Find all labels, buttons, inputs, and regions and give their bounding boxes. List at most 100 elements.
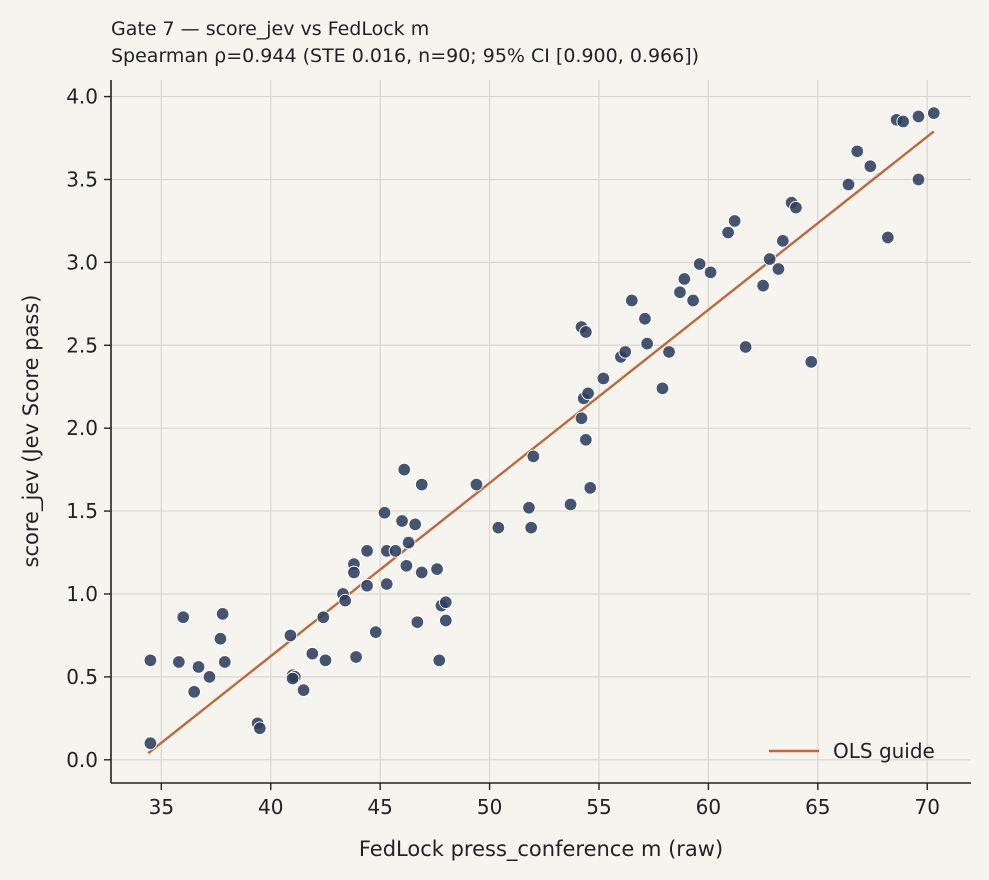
y-tick-label: 2.0 (66, 416, 98, 440)
scatter-point (638, 312, 652, 326)
scatter-point (253, 721, 267, 736)
legend: OLS guide (769, 739, 935, 763)
scatter-point (911, 172, 926, 187)
scatter-point (347, 565, 361, 580)
scatter-point (213, 632, 228, 646)
scatter-point (756, 278, 770, 293)
scatter-point (703, 265, 718, 280)
y-axis-label: score_jev (Jev Score pass) (19, 295, 44, 568)
scatter-point (202, 670, 217, 684)
scatter-point (677, 272, 692, 286)
scatter-point (491, 520, 506, 535)
y-tick-label: 1.0 (66, 582, 98, 606)
scatter-point (850, 144, 864, 159)
scatter-point (377, 505, 392, 520)
scatter-point (410, 615, 425, 629)
scatter-point (596, 371, 611, 386)
scatter-point (143, 653, 158, 668)
scatter-point (218, 655, 232, 669)
scatter-point (432, 653, 446, 668)
scatter-point (686, 293, 700, 308)
scatter-point (727, 214, 742, 228)
x-tick-label: 50 (477, 795, 502, 819)
scatter-point (176, 610, 190, 624)
x-axis-label: FedLock press_conference m (raw) (359, 837, 723, 862)
scatter-point (305, 646, 320, 661)
scatter-point (771, 262, 786, 276)
scatter-point (397, 462, 411, 477)
scatter-point (369, 625, 383, 639)
scatter-point (789, 200, 803, 215)
scatter-point (318, 653, 333, 668)
y-tick-label: 4.0 (66, 85, 98, 109)
scatter-point (881, 230, 895, 245)
scatter-point (191, 660, 206, 674)
scatter-point (673, 285, 687, 299)
scatter-point (776, 234, 790, 248)
axes (110, 80, 971, 784)
scatter-point (388, 544, 403, 558)
scatter-point (338, 593, 352, 608)
scatter-point (625, 293, 639, 308)
scatter-point (863, 159, 878, 173)
scatter-point (618, 345, 632, 359)
scatter-point (738, 340, 753, 354)
point-layer (143, 106, 941, 750)
scatter-point (296, 683, 311, 697)
ticks: 35 40 45 50 55 60 65 70 0.0 0.5 1.0 1.5 2.0 2.5 3.0 3.5… (66, 85, 940, 819)
grid (111, 80, 971, 783)
x-tick-label: 55 (586, 795, 611, 819)
scatter-point (414, 477, 429, 492)
x-tick-label: 45 (367, 795, 392, 819)
scatter-point (581, 386, 595, 401)
scatter-point (395, 514, 409, 528)
scatter-point (408, 517, 422, 532)
scatter-point (841, 177, 856, 192)
ols-guide-line (147, 130, 935, 755)
scatter-point (692, 257, 707, 271)
scatter-point (172, 655, 186, 669)
scatter-point (349, 650, 363, 664)
scatter-point (563, 497, 578, 512)
scatter-point (283, 628, 298, 643)
scatter-point (143, 736, 158, 750)
y-tick-label: 3.5 (66, 167, 98, 191)
scatter-point (285, 671, 300, 686)
ols-line-layer (147, 130, 935, 755)
x-tick-label: 70 (915, 795, 940, 819)
y-tick-label: 1.5 (66, 499, 98, 523)
scatter-point (401, 535, 416, 550)
y-tick-label: 2.5 (66, 333, 98, 357)
scatter-point (579, 325, 593, 339)
scatter-point (439, 595, 453, 610)
scatter-point (911, 109, 926, 124)
scatter-point (522, 501, 536, 515)
scatter-point (655, 381, 670, 396)
scatter-point (316, 610, 331, 624)
scatter-point (927, 106, 941, 120)
y-tick-label: 3.0 (66, 250, 98, 274)
scatter-point (721, 225, 735, 240)
scatter-point (469, 477, 484, 492)
scatter-point (762, 252, 777, 266)
scatter-point (414, 565, 429, 580)
x-tick-label: 40 (258, 795, 283, 819)
scatter-point (640, 336, 654, 351)
legend-label: OLS guide (833, 739, 935, 763)
scatter-point (662, 345, 676, 359)
scatter-point (430, 562, 444, 576)
scatter-point (804, 355, 819, 369)
scatter-point (215, 607, 230, 621)
scatter-point (360, 578, 374, 593)
scatter-point (379, 577, 394, 591)
scatter-point (524, 520, 538, 535)
scatter-point (574, 411, 589, 425)
scatter-point (360, 544, 374, 558)
chart-title: Gate 7 — score_jev vs FedLock m (111, 18, 429, 40)
y-tick-label: 0.0 (66, 748, 98, 772)
x-tick-label: 35 (149, 795, 174, 819)
x-tick-label: 65 (805, 795, 830, 819)
scatter-point (439, 613, 453, 628)
scatter-point (399, 559, 414, 573)
